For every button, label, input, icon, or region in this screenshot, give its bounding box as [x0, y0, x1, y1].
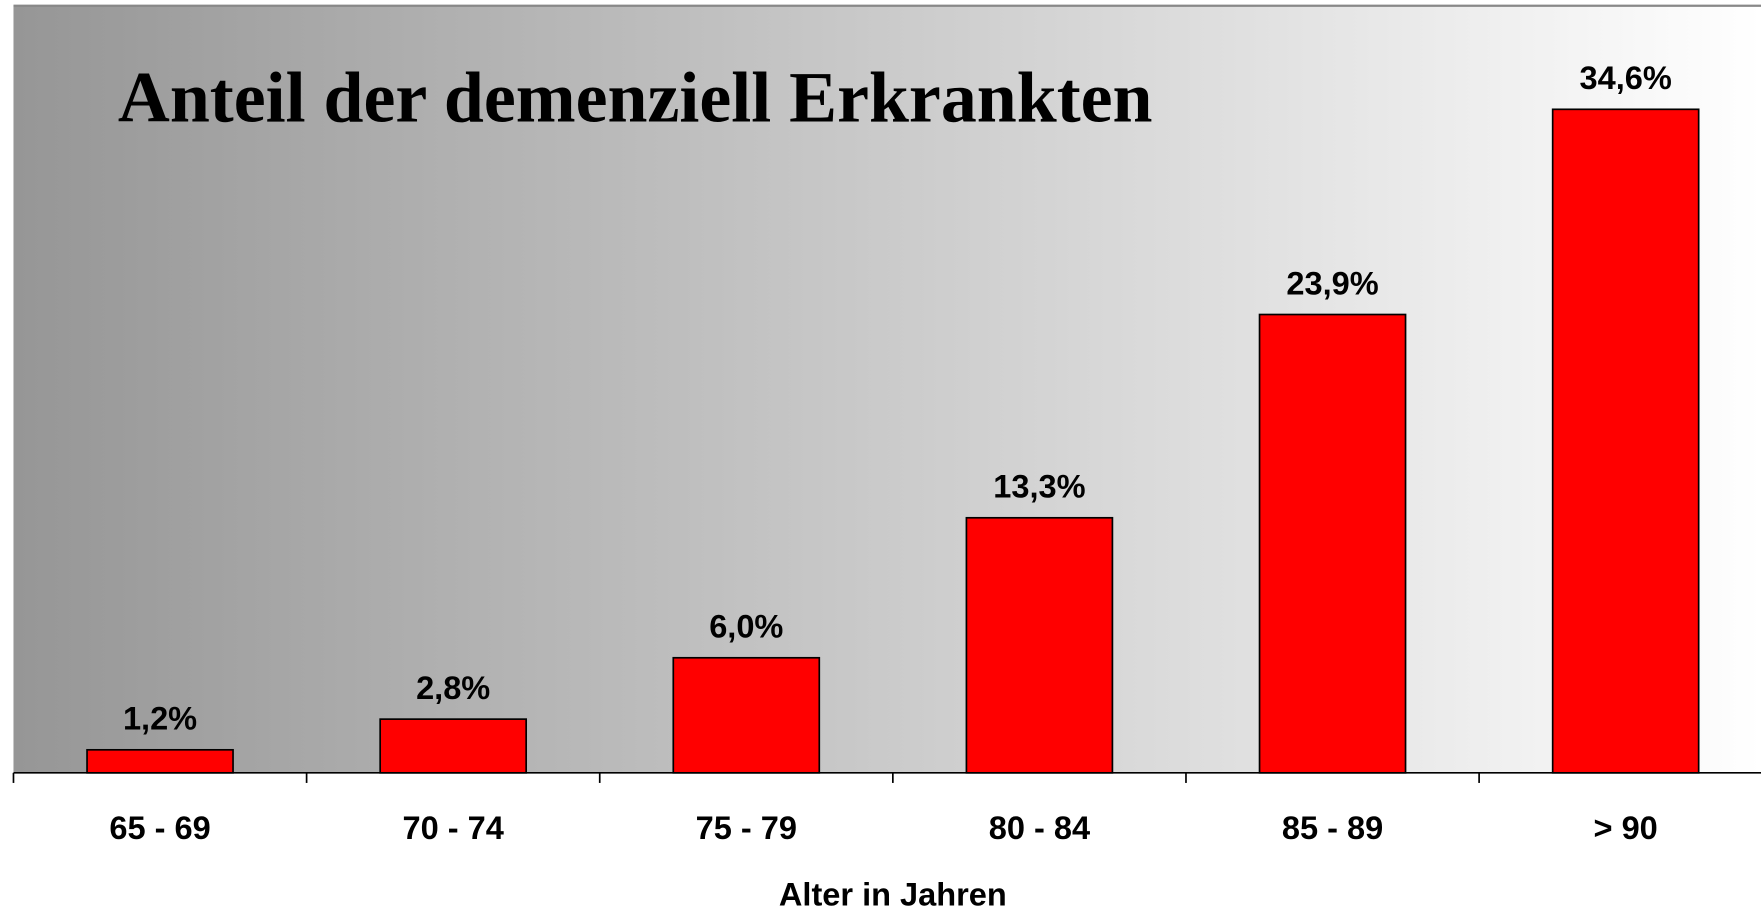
- bar: [1258, 313, 1407, 774]
- value-label: 13,3%: [993, 469, 1085, 505]
- chart-title: Anteil der demenziell Erkrankten: [118, 57, 1153, 137]
- x-tick-label: 75 - 79: [696, 810, 797, 846]
- value-label: 1,2%: [123, 701, 197, 737]
- x-tick-label: > 90: [1594, 810, 1658, 846]
- x-axis-title: Alter in Jahren: [779, 876, 1007, 910]
- x-tick-label: 70 - 74: [403, 810, 504, 846]
- bar: [965, 516, 1114, 774]
- bar: [1551, 108, 1700, 774]
- bar: [672, 656, 821, 774]
- value-label: 6,0%: [709, 609, 783, 645]
- value-label: 34,6%: [1580, 60, 1672, 96]
- value-label: 23,9%: [1286, 265, 1378, 301]
- value-label: 2,8%: [416, 670, 490, 706]
- plot-background: [13, 5, 1761, 773]
- x-tick-label: 80 - 84: [989, 810, 1090, 846]
- x-tick-label: 65 - 69: [109, 810, 210, 846]
- x-tick-label: 85 - 89: [1282, 810, 1383, 846]
- bar: [379, 718, 528, 774]
- bar: [86, 748, 234, 774]
